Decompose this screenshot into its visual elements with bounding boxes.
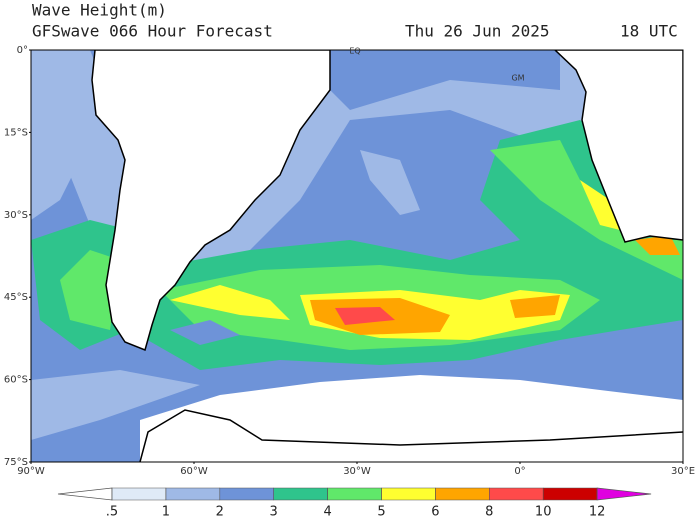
lon-label: 30°W bbox=[343, 466, 371, 477]
colorbar-label: 10 bbox=[535, 505, 552, 520]
colorbar-label: 1 bbox=[162, 505, 170, 520]
lat-label: 75°S bbox=[4, 457, 28, 468]
lon-label: 60°W bbox=[180, 466, 208, 477]
map-field bbox=[31, 50, 683, 462]
colorbar-segment bbox=[219, 487, 274, 501]
meridian-marker: GM bbox=[511, 74, 524, 83]
title: Wave Height(m) bbox=[32, 1, 167, 20]
colorbar-segment bbox=[381, 487, 436, 501]
colorbar-label: 12 bbox=[589, 505, 606, 520]
lat-label: 60°S bbox=[4, 375, 28, 386]
subtitle: GFSwave 066 Hour Forecast bbox=[32, 22, 273, 41]
colorbar-segment bbox=[111, 487, 167, 501]
colorbar-segment bbox=[435, 487, 490, 501]
colorbar-segment bbox=[165, 487, 221, 501]
colorbar-label: 3 bbox=[270, 505, 278, 520]
colorbar-label: 5 bbox=[377, 505, 385, 520]
lon-label: 0° bbox=[514, 466, 525, 477]
colorbar-label: .5 bbox=[106, 505, 118, 520]
lat-label: 45°S bbox=[4, 292, 28, 303]
colorbar-label: 8 bbox=[485, 505, 493, 520]
lat-label: 30°S bbox=[4, 210, 28, 221]
colorbar-label: 4 bbox=[323, 505, 331, 520]
equator-marker: EQ bbox=[349, 47, 360, 56]
colorbar-segment bbox=[273, 487, 328, 501]
colorbar-segment bbox=[542, 487, 598, 501]
colorbar-low-arrow bbox=[57, 487, 113, 501]
colorbar-label: 6 bbox=[431, 505, 439, 520]
lon-label: 30°E bbox=[671, 466, 695, 477]
lat-label: 15°S bbox=[4, 127, 28, 138]
forecast-time: 18 UTC bbox=[620, 22, 678, 41]
colorbar-label: 2 bbox=[216, 505, 224, 520]
forecast-date: Thu 26 Jun 2025 bbox=[405, 22, 550, 41]
lon-label: 90°W bbox=[17, 466, 45, 477]
colorbar-segment bbox=[327, 487, 382, 501]
colorbar-high-arrow bbox=[596, 487, 652, 501]
colorbar-segment bbox=[489, 487, 544, 501]
lat-label: 0° bbox=[17, 45, 28, 56]
